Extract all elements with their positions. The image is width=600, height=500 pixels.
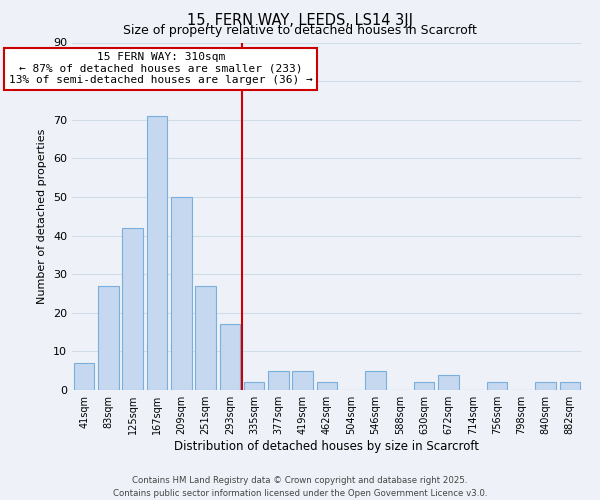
Bar [317, 382, 337, 390]
Bar [560, 382, 580, 390]
Bar [195, 286, 216, 390]
Bar [365, 370, 386, 390]
Bar [535, 382, 556, 390]
Bar [146, 116, 167, 390]
Bar [244, 382, 265, 390]
Bar [292, 370, 313, 390]
Bar [122, 228, 143, 390]
Bar [487, 382, 508, 390]
Text: 15 FERN WAY: 310sqm
← 87% of detached houses are smaller (233)
13% of semi-detac: 15 FERN WAY: 310sqm ← 87% of detached ho… [9, 52, 313, 86]
Bar [98, 286, 119, 390]
Text: 15, FERN WAY, LEEDS, LS14 3JJ: 15, FERN WAY, LEEDS, LS14 3JJ [187, 12, 413, 28]
Bar [438, 374, 459, 390]
Y-axis label: Number of detached properties: Number of detached properties [37, 128, 47, 304]
Text: Size of property relative to detached houses in Scarcroft: Size of property relative to detached ho… [123, 24, 477, 37]
X-axis label: Distribution of detached houses by size in Scarcroft: Distribution of detached houses by size … [175, 440, 479, 453]
Bar [414, 382, 434, 390]
Bar [171, 197, 191, 390]
Bar [220, 324, 240, 390]
Bar [74, 363, 94, 390]
Text: Contains HM Land Registry data © Crown copyright and database right 2025.
Contai: Contains HM Land Registry data © Crown c… [113, 476, 487, 498]
Bar [268, 370, 289, 390]
